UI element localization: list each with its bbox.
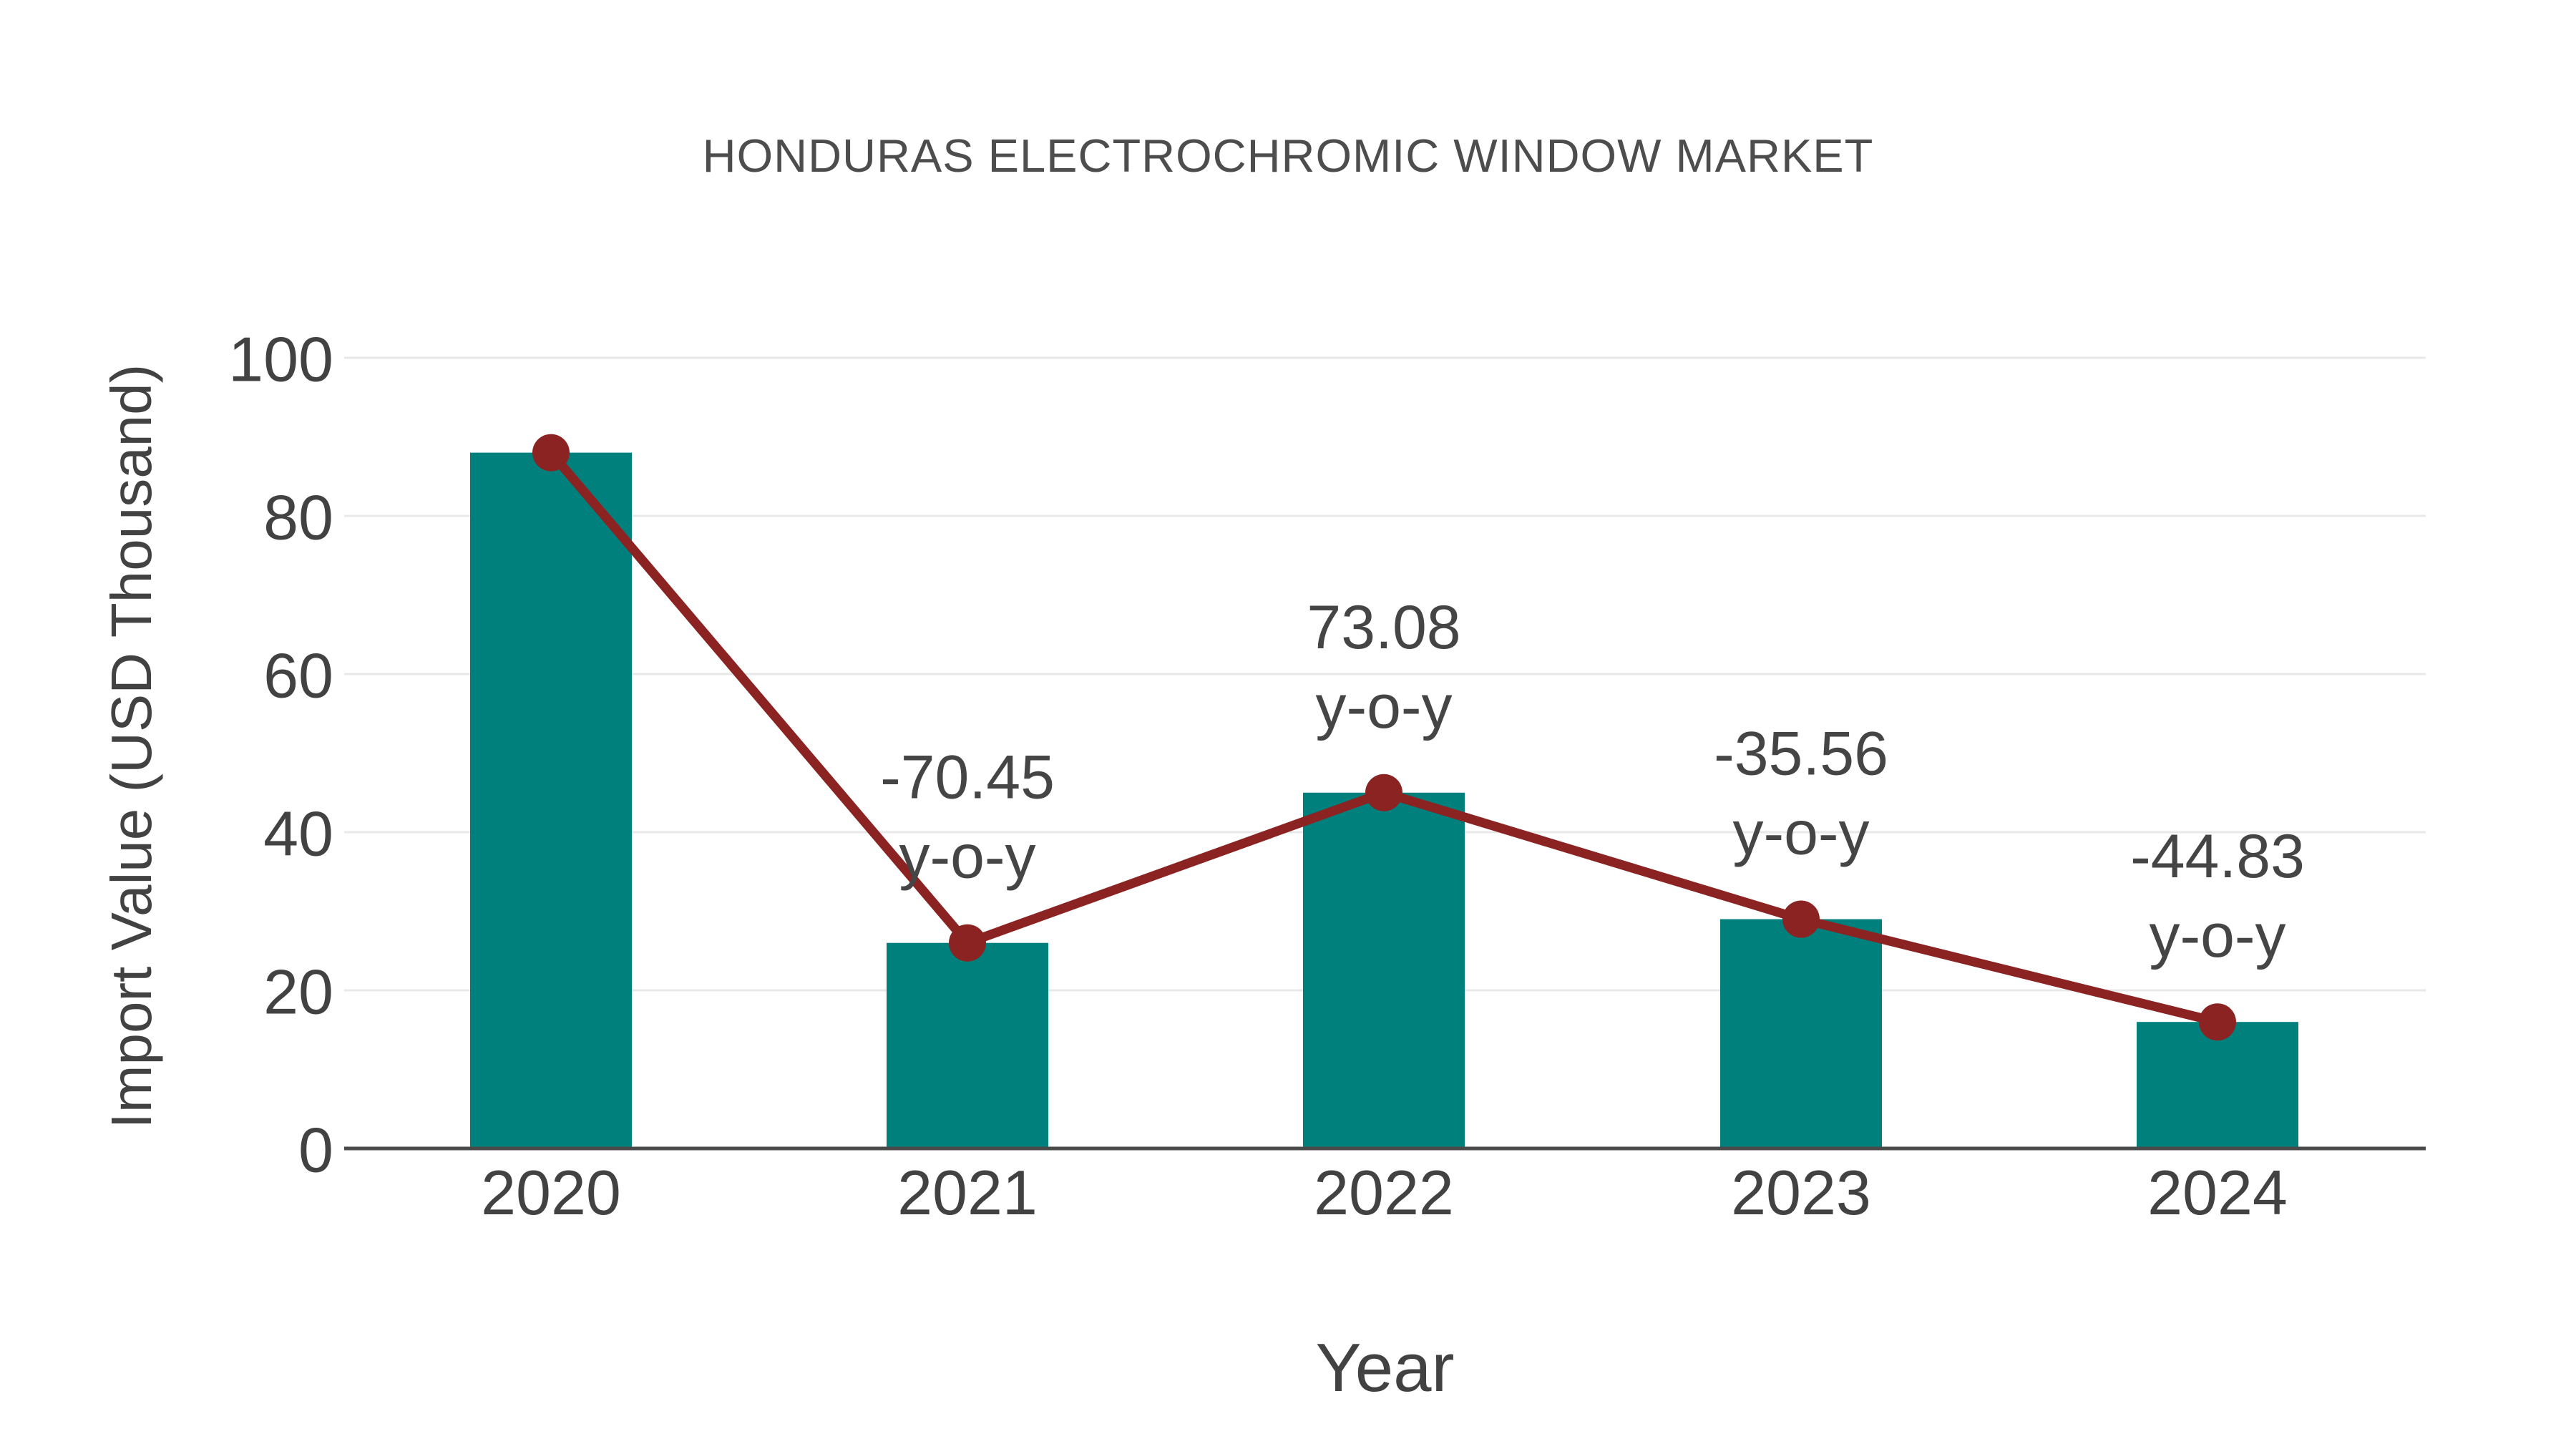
y-tick-label-60: 60	[263, 640, 333, 711]
x-axis-title: Year	[1315, 1330, 1455, 1406]
bar-2020	[470, 452, 632, 1148]
annotation-value-2021: -70.45	[880, 743, 1055, 812]
marker-2024	[2199, 1003, 2236, 1041]
x-tick-label-2024: 2024	[2147, 1157, 2288, 1228]
annotation-value-2024: -44.83	[2130, 822, 2305, 891]
annotation-suffix-2022: y-o-y	[1315, 673, 1452, 741]
marker-2022	[1365, 774, 1402, 811]
y-tick-label-80: 80	[263, 482, 333, 553]
annotation-value-2022: 73.08	[1307, 593, 1460, 662]
marker-2020	[532, 434, 570, 472]
y-tick-label-0: 0	[298, 1115, 333, 1186]
chart-title: HONDURAS ELECTROCHROMIC WINDOW MARKET	[702, 130, 1874, 182]
bar-2021	[887, 942, 1048, 1148]
marker-2023	[1782, 900, 1820, 938]
annotation-suffix-2024: y-o-y	[2149, 902, 2285, 970]
x-tick-label-2020: 2020	[481, 1157, 621, 1228]
y-tick-label-40: 40	[263, 799, 333, 869]
x-tick-label-2023: 2023	[1731, 1157, 1871, 1228]
bar-2023	[1720, 919, 1882, 1148]
annotation-suffix-2021: y-o-y	[899, 823, 1035, 892]
bar-2024	[2137, 1022, 2298, 1148]
annotation-value-2023: -35.56	[1714, 720, 1888, 789]
marker-2021	[949, 924, 986, 962]
x-tick-label-2022: 2022	[1314, 1157, 1454, 1228]
x-tick-label-2021: 2021	[897, 1157, 1038, 1228]
y-tick-label-100: 100	[228, 324, 333, 395]
y-tick-label-20: 20	[263, 957, 333, 1028]
annotation-suffix-2023: y-o-y	[1732, 799, 1869, 868]
bar-2022	[1303, 792, 1465, 1148]
